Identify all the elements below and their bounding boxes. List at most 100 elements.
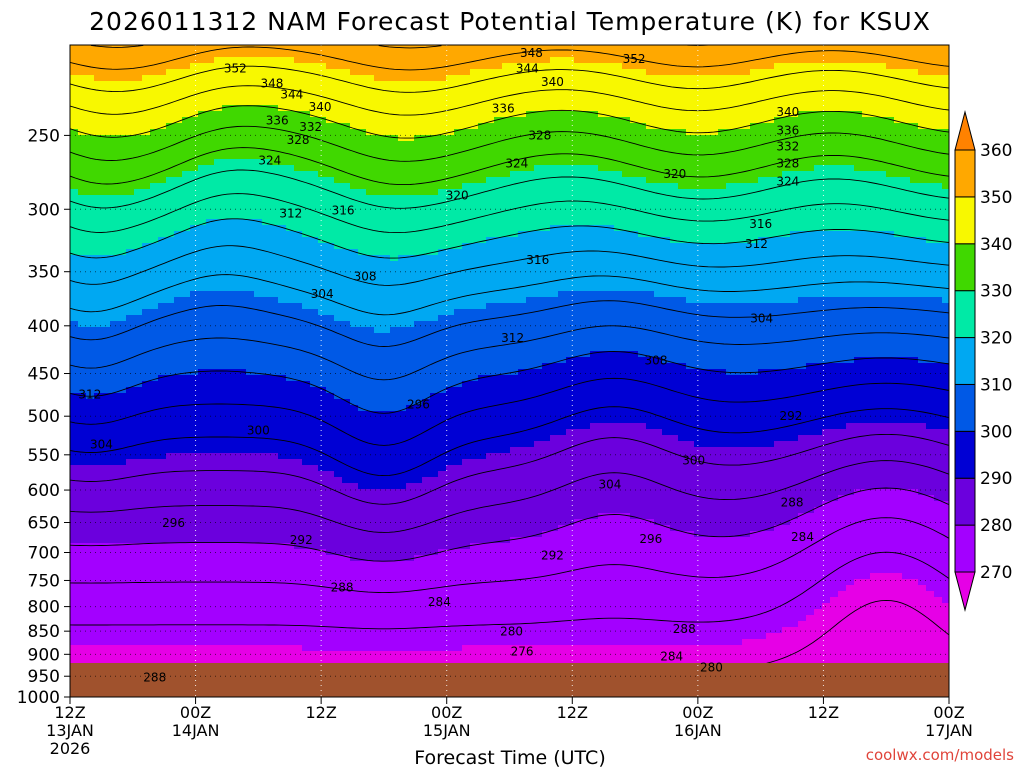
x-tick-label: 12Z (305, 703, 336, 722)
contour-label: 296 (407, 398, 430, 412)
contour-label: 284 (428, 595, 451, 609)
y-tick-label: 800 (28, 598, 60, 618)
y-tick-label: 1000 (17, 688, 60, 708)
colorbar: 270 280 290 300 310 320 330 340 350 360 (954, 110, 1012, 612)
x-tick-year: 2026 (50, 739, 91, 758)
isoline-332 (70, 147, 949, 186)
contour-label: 340 (541, 75, 564, 89)
contour-label: 288 (143, 670, 166, 684)
y-tick-label: 400 (28, 317, 60, 337)
x-tick-date: 13JAN (46, 721, 94, 740)
colorbar-label: 360 (980, 141, 1012, 161)
contour-label: 284 (660, 650, 683, 664)
colorbar-swatch (954, 196, 976, 245)
isoline-288 (70, 433, 949, 505)
isoline-292 (70, 406, 949, 477)
colorbar-label: 270 (980, 563, 1012, 583)
colorbar-swatch (954, 243, 976, 292)
colorbar-swatch (954, 290, 976, 339)
x-tick-date: 17JAN (925, 721, 973, 740)
contour-label: 332 (299, 120, 322, 134)
contour-label: 292 (290, 533, 313, 547)
contour-label: 312 (279, 206, 302, 220)
y-tick-label: 250 (28, 126, 60, 146)
colorbar-label: 310 (980, 375, 1012, 395)
x-tick-label: 00Z (431, 703, 462, 722)
y-tick-label: 900 (28, 645, 60, 665)
y-tick-label: 950 (28, 667, 60, 687)
contour-label: 320 (446, 189, 469, 203)
isoline-316 (70, 245, 949, 286)
y-tick-label: 850 (28, 622, 60, 642)
colorbar-label: 280 (980, 516, 1012, 536)
isoline-336 (70, 125, 949, 162)
x-tick-label: 00Z (682, 703, 713, 722)
contour-label: 304 (750, 312, 773, 326)
contour-label: 300 (247, 424, 270, 438)
isoline-340 (70, 105, 949, 139)
contour-label: 288 (781, 496, 804, 510)
contour-label: 328 (776, 157, 799, 171)
isoline-308 (70, 300, 949, 347)
contour-label: 324 (258, 154, 281, 168)
contour-label: 332 (776, 140, 799, 154)
isoline-352 (70, 46, 949, 71)
isoline-304 (70, 325, 949, 381)
contour-label: 316 (526, 253, 549, 267)
contour-label: 336 (492, 102, 515, 116)
contour-label: 296 (639, 532, 662, 546)
contour-label: 280 (500, 625, 523, 639)
contour-label: 340 (776, 105, 799, 119)
colorbar-label: 300 (980, 422, 1012, 442)
x-tick-label: 00Z (180, 703, 211, 722)
contour-label: 308 (645, 354, 668, 368)
y-tick-label: 350 (28, 263, 60, 283)
contour-label: 336 (776, 124, 799, 138)
contour-label: 328 (528, 128, 551, 142)
contour-label: 304 (90, 437, 113, 451)
y-tick-label: 500 (28, 407, 60, 427)
contour-label: 292 (541, 548, 564, 562)
plot-border (69, 44, 950, 698)
contour-label: 316 (332, 204, 355, 218)
contour-lines (70, 45, 949, 673)
isoline-300 (70, 351, 949, 414)
contour-label: 284 (791, 530, 814, 544)
x-tick-date: 15JAN (423, 721, 471, 740)
y-tick-label: 550 (28, 446, 60, 466)
contour-label: 352 (224, 62, 247, 76)
contour-label: 324 (505, 157, 528, 171)
isoline-312 (70, 274, 949, 316)
credit-text: coolwx.com/models (866, 746, 1014, 764)
contour-label: 312 (501, 331, 524, 345)
contour-label: 312 (745, 237, 768, 251)
x-axis-label: Forecast Time (UTC) (414, 747, 605, 768)
isoline-348 (70, 65, 949, 93)
isoline-276 (70, 517, 949, 594)
colorbar-top-arrow (954, 110, 976, 151)
colorbar-label: 290 (980, 469, 1012, 489)
contour-label: 292 (780, 409, 803, 423)
isoline-296 (70, 377, 949, 446)
contour-label: 352 (623, 52, 646, 66)
contour-label: 304 (311, 287, 334, 301)
contour-label: 348 (520, 46, 543, 60)
colorbar-label: 340 (980, 235, 1012, 255)
colorbar-label: 330 (980, 282, 1012, 302)
isoline-280 (70, 487, 949, 562)
colorbar-swatch (954, 149, 976, 198)
colorbar-label: 350 (980, 188, 1012, 208)
contour-label: 288 (331, 580, 354, 594)
x-tick-label: 12Z (557, 703, 588, 722)
contour-label: 320 (663, 167, 686, 181)
contour-label: 288 (673, 622, 696, 636)
contour-label: 304 (599, 478, 622, 492)
contour-label: 312 (78, 388, 101, 402)
isoline-328 (70, 169, 949, 209)
contour-label: 296 (162, 516, 185, 530)
isoline-320 (70, 218, 949, 259)
